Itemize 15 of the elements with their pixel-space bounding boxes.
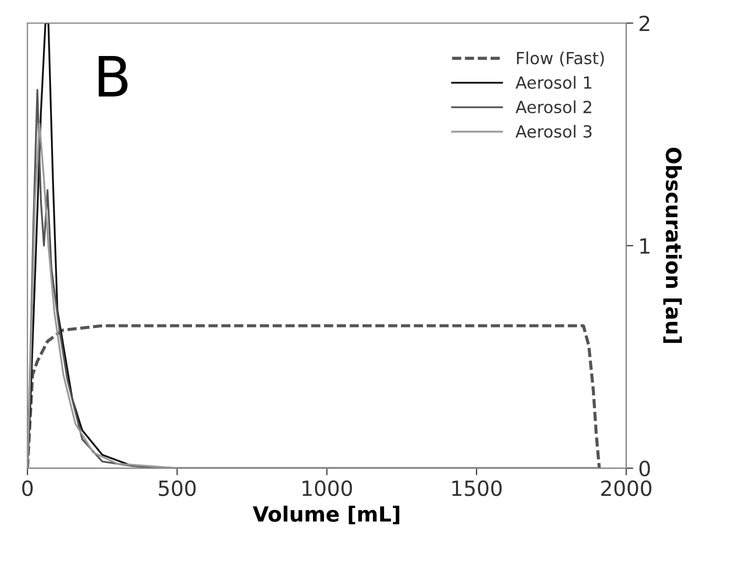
legend-label: Aerosol 1 (516, 76, 592, 89)
legend-label: Aerosol 3 (516, 124, 592, 138)
x-axis-title: Volume [mL] (252, 506, 400, 524)
y2-tick-label: 1 (640, 238, 650, 254)
legend-label: Flow (Fast) (517, 51, 604, 66)
x-tick-label: 1000 (302, 480, 352, 496)
x-tick-label: 2000 (601, 480, 652, 496)
y2-tick-label: 2 (640, 16, 650, 32)
annotation: B (98, 56, 128, 96)
legend-label: Aerosol 2 (516, 100, 592, 114)
x-tick-label: 500 (158, 480, 196, 496)
x-tick-label: 1500 (452, 480, 502, 496)
x-tick-label: 0 (22, 480, 33, 496)
y2-axis-title: Obscuration [au] (663, 148, 682, 343)
y2-tick-label: 0 (639, 460, 650, 476)
